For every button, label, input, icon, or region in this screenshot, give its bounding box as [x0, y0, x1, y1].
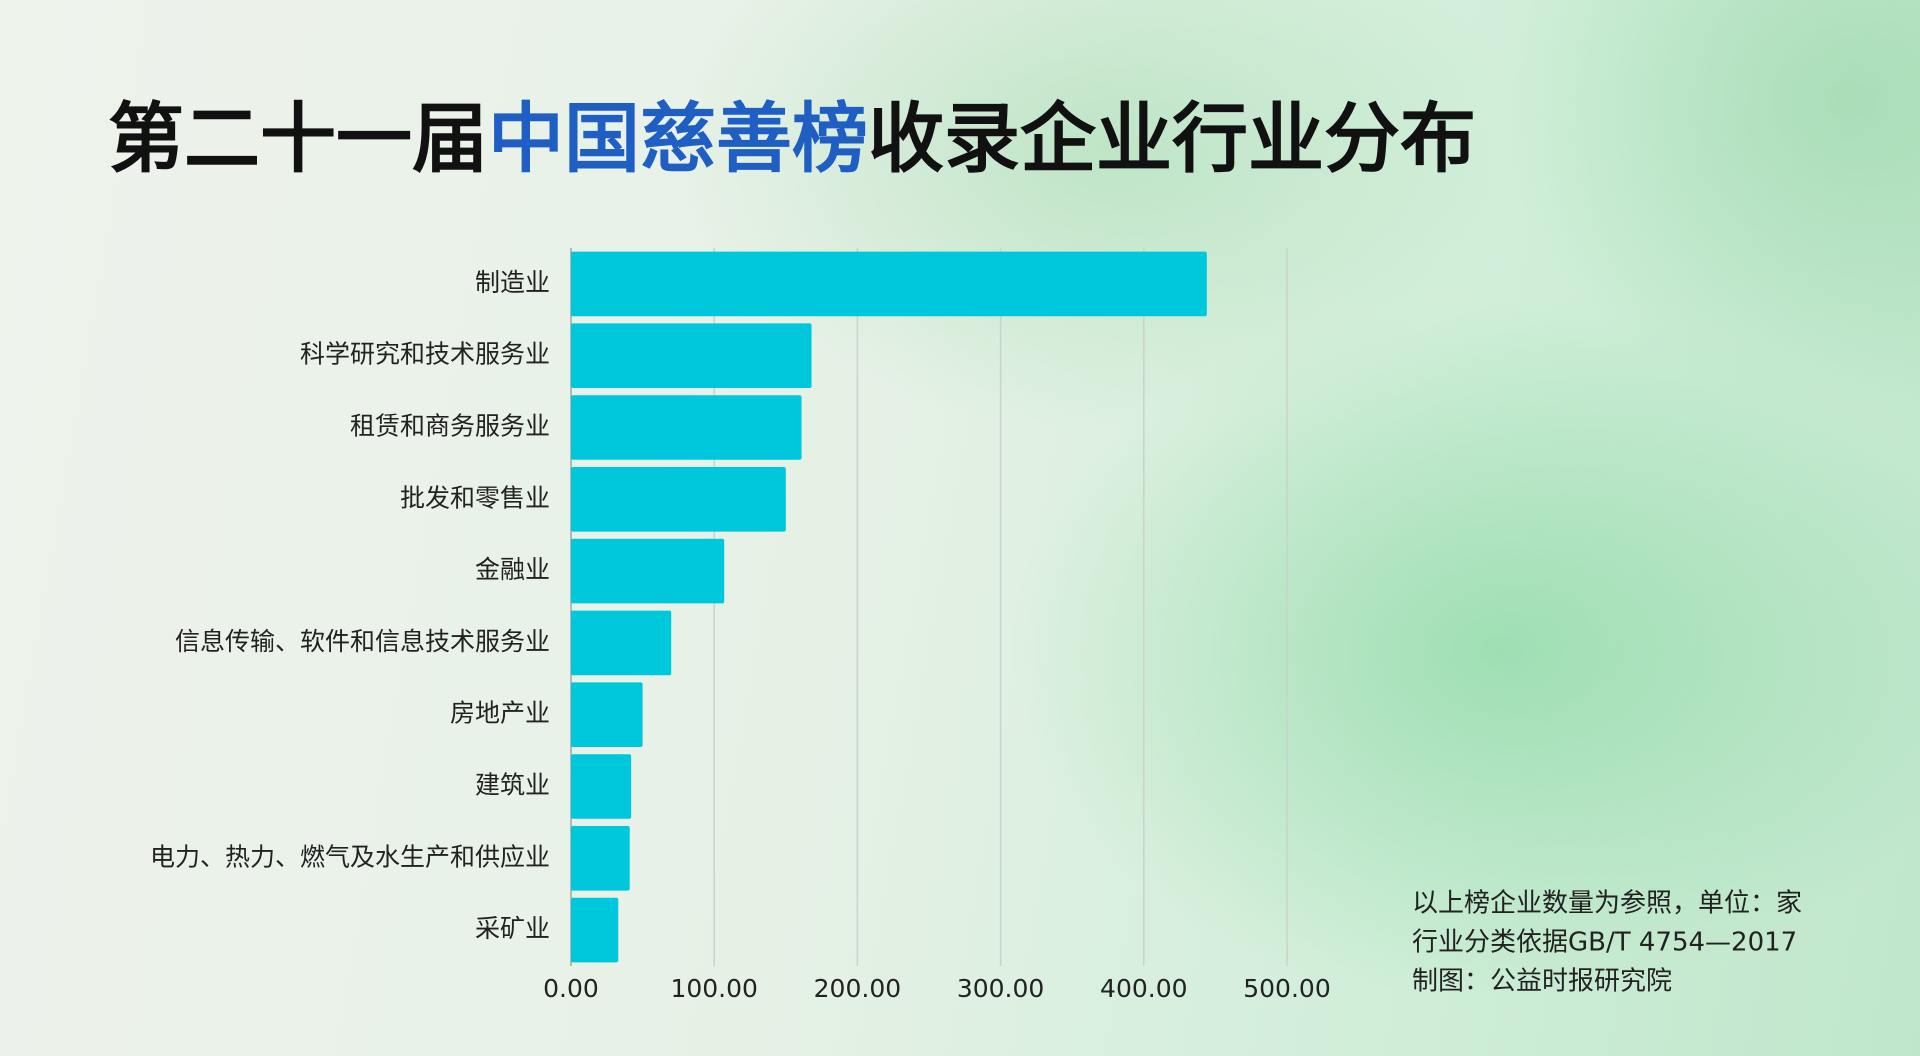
y-tick-label: 制造业	[475, 268, 550, 297]
x-tick-label: 0.00	[543, 974, 599, 1003]
bar	[571, 610, 672, 676]
bar	[571, 825, 630, 891]
bar	[571, 251, 1207, 317]
y-tick-label: 信息传输、软件和信息技术服务业	[175, 627, 550, 656]
bar	[571, 754, 632, 819]
y-tick-label: 科学研究和技术服务业	[300, 340, 550, 369]
note: 行业分类依据GB/T 4754—2017	[1412, 928, 1797, 958]
title-segment: 中国慈善榜	[488, 94, 868, 183]
x-tick-label: 400.00	[1100, 974, 1187, 1003]
y-tick-label: 金融业	[475, 555, 550, 584]
bar	[571, 395, 802, 460]
chart-title: 第二十一届中国慈善榜收录企业行业分布	[108, 94, 1476, 183]
bar	[571, 538, 725, 604]
note: 制图：公益时报研究院	[1412, 967, 1672, 997]
x-tick-label: 200.00	[814, 974, 901, 1003]
bar	[571, 682, 643, 748]
x-tick-label: 100.00	[670, 974, 757, 1003]
note: 以上榜企业数量为参照，单位：家	[1412, 889, 1802, 919]
title-segment: 收录企业行业分布	[868, 94, 1476, 183]
y-tick-label: 电力、热力、燃气及水生产和供应业	[150, 842, 550, 871]
bar	[571, 466, 786, 532]
y-tick-label: 建筑业	[475, 771, 550, 800]
y-tick-label: 采矿业	[475, 914, 550, 943]
x-tick-label: 500.00	[1243, 974, 1330, 1003]
y-tick-label: 房地产业	[450, 699, 550, 728]
title-segment: 第二十一届	[108, 94, 488, 183]
y-tick-label: 租赁和商务服务业	[350, 412, 550, 441]
bar	[571, 323, 812, 389]
bar	[571, 897, 619, 963]
x-tick-label: 300.00	[957, 974, 1044, 1003]
y-tick-label: 批发和零售业	[400, 483, 550, 512]
